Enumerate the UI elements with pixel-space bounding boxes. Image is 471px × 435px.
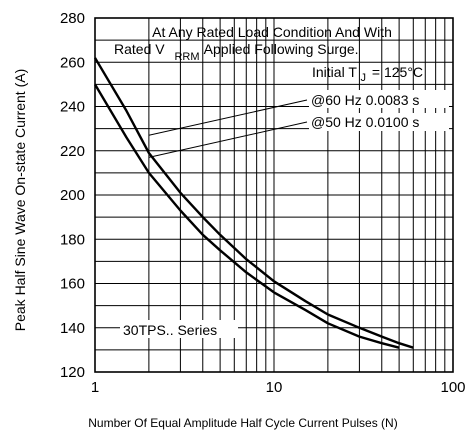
annotation-rated-v: Rated V xyxy=(114,41,165,57)
leader-line-60hz xyxy=(148,99,308,136)
y-tick-label: 160 xyxy=(60,276,85,293)
series-lines xyxy=(93,57,414,349)
y-tick-label: 200 xyxy=(60,187,85,204)
y-tick-label: 240 xyxy=(60,99,85,116)
grid xyxy=(95,18,453,372)
y-tick-label: 140 xyxy=(60,320,85,337)
y-tick-label: 280 xyxy=(60,10,85,27)
annotation-tj-subscript: J xyxy=(361,72,367,84)
leader-line-50hz xyxy=(148,121,308,158)
series-note-bg xyxy=(120,320,238,338)
annotation-condition-line1: At Any Rated Load Condition And With xyxy=(152,24,392,40)
series-line-50hz xyxy=(93,83,400,349)
label-50hz-bg xyxy=(309,113,449,131)
series-note: 30TPS.. Series xyxy=(123,322,217,338)
annotation-rrm-subscript: RRM xyxy=(174,51,199,63)
annotation-temp-value: = 125°C xyxy=(372,64,423,80)
x-tick-label: 1 xyxy=(91,379,99,396)
y-axis-title: Peak Half Sine Wave On-state Current (A) xyxy=(12,69,28,331)
label-60hz: @60 Hz 0.0083 s xyxy=(311,92,419,108)
y-tick-label: 180 xyxy=(60,231,85,248)
plot-frame xyxy=(94,17,454,373)
annotation-condition-line2: Rated V RRM Applied Following Surge. xyxy=(114,41,359,63)
x-axis-title: Number Of Equal Amplitude Half Cycle Cur… xyxy=(88,416,397,430)
y-tick-label: 260 xyxy=(60,54,85,71)
leader-lines xyxy=(148,99,308,158)
label-60hz-bg xyxy=(309,90,449,108)
y-tick-labels: 120 140 160 180 200 220 240 260 280 xyxy=(60,10,85,381)
series-line-60hz xyxy=(93,57,414,349)
y-tick-label: 120 xyxy=(60,364,85,381)
x-tick-labels: 1 10 100 xyxy=(91,379,466,396)
x-tick-label: 100 xyxy=(440,379,465,396)
label-50hz: @50 Hz 0.0100 s xyxy=(311,114,419,130)
annotation-initial-t: Initial T xyxy=(312,64,357,80)
x-tick-label: 10 xyxy=(266,379,283,396)
annotation-applied-surge: Applied Following Surge. xyxy=(204,41,359,57)
y-tick-label: 220 xyxy=(60,143,85,160)
annotation-initial-temp: Initial T J = 125°C xyxy=(312,64,423,84)
